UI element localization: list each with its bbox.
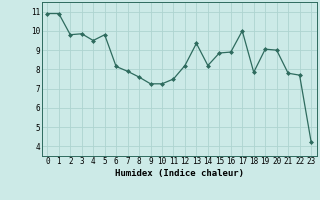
X-axis label: Humidex (Indice chaleur): Humidex (Indice chaleur) [115, 169, 244, 178]
